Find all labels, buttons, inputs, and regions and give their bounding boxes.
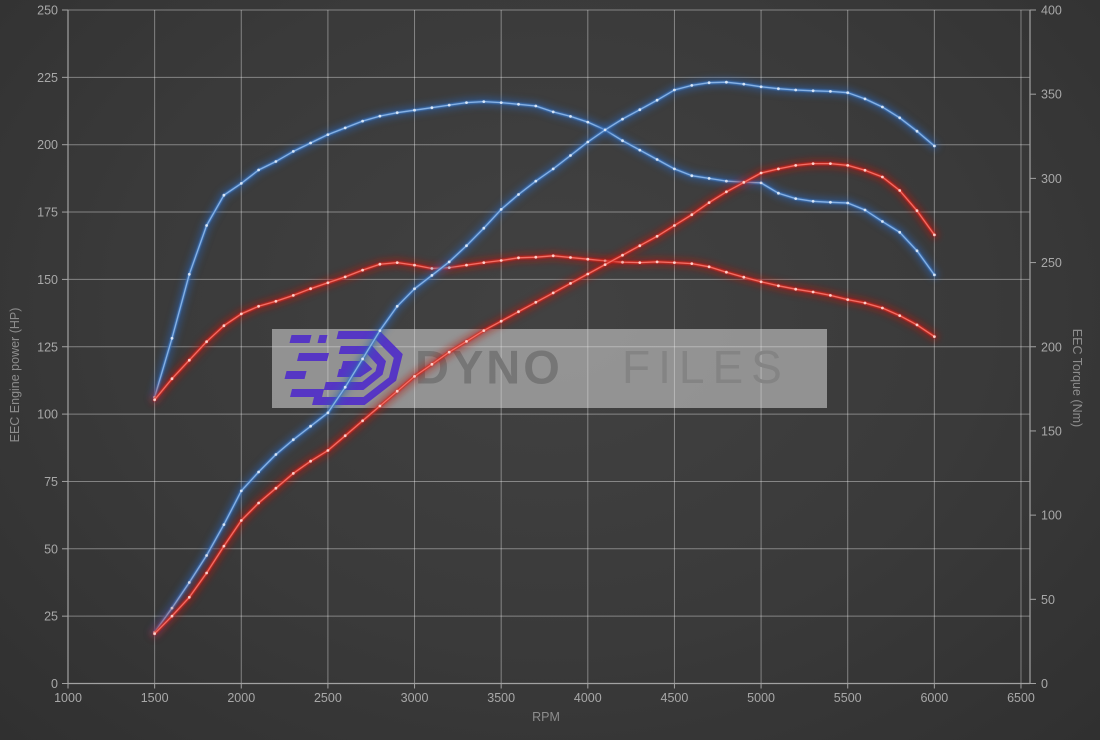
- series-red_torque-markers: [153, 254, 936, 402]
- x-tick-label: 4000: [574, 691, 602, 705]
- watermark-brand-files: FILES: [622, 340, 790, 393]
- right-tick-label: 400: [1041, 4, 1062, 18]
- right-tick-label: 100: [1041, 509, 1062, 523]
- right-tick-label: 300: [1041, 172, 1062, 186]
- left-tick-label: 125: [37, 340, 58, 354]
- watermark-brand-dyno: DYNO: [415, 339, 563, 393]
- left-tick-label: 50: [44, 542, 58, 556]
- right-tick-label: 350: [1041, 88, 1062, 102]
- right-tick-label: 250: [1041, 256, 1062, 270]
- left-tick-label: 200: [37, 138, 58, 152]
- left-tick-label: 175: [37, 206, 58, 220]
- left-axis-title: EEC Engine power (HP): [8, 307, 22, 443]
- right-tick-label: 50: [1041, 593, 1055, 607]
- tick-labels: 1000 1500 2000 2500 3000 3500 4000 4500 5000 5500…: [37, 4, 1062, 706]
- left-tick-label: 25: [44, 610, 58, 624]
- left-tick-label: 225: [37, 71, 58, 85]
- left-tick-label: 100: [37, 408, 58, 422]
- series-red_power-markers: [153, 162, 936, 636]
- x-tick-label: 2500: [314, 691, 342, 705]
- x-axis-title: RPM: [532, 710, 560, 724]
- left-tick-label: 0: [51, 677, 58, 691]
- right-axis-title: EEC Torque (Nm): [1070, 328, 1084, 428]
- x-tick-label: 3500: [487, 691, 515, 705]
- x-tick-label: 4500: [661, 691, 689, 705]
- x-tick-label: 5500: [834, 691, 862, 705]
- x-tick-label: 2000: [227, 691, 255, 705]
- x-tick-label: 3000: [401, 691, 429, 705]
- x-tick-label: 6000: [920, 691, 948, 705]
- left-tick-label: 150: [37, 273, 58, 287]
- right-tick-label: 150: [1041, 424, 1062, 438]
- x-tick-label: 5000: [747, 691, 775, 705]
- x-tick-label: 1000: [54, 691, 82, 705]
- x-tick-label: 1500: [141, 691, 169, 705]
- series-red_power: [150, 159, 939, 639]
- right-tick-label: 200: [1041, 340, 1062, 354]
- right-tick-label: 0: [1041, 677, 1048, 691]
- x-tick-label: 6500: [1007, 691, 1035, 705]
- series-blue_torque: [150, 97, 939, 402]
- axis-ticks: [62, 9, 1036, 689]
- series-blue_power: [150, 77, 939, 637]
- series-red_torque: [150, 251, 939, 405]
- axis-spines: [67, 10, 1031, 685]
- series-blue_torque-markers: [153, 100, 936, 399]
- left-tick-label: 250: [37, 4, 58, 18]
- left-tick-label: 75: [44, 475, 58, 489]
- series-blue_power-markers: [153, 80, 936, 634]
